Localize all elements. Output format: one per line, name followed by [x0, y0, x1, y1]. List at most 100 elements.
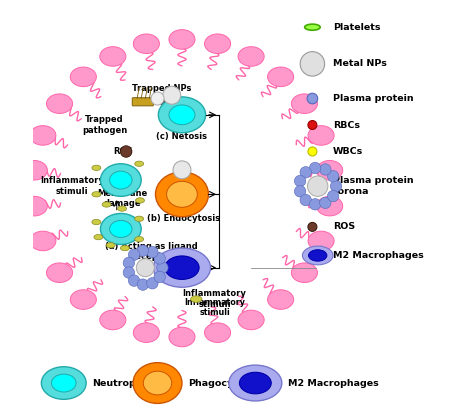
Ellipse shape — [165, 256, 199, 279]
Text: (a) Acting as ligand
receptor: (a) Acting as ligand receptor — [105, 242, 198, 261]
Ellipse shape — [109, 220, 132, 238]
Text: Membrane
damage: Membrane damage — [97, 189, 147, 208]
Ellipse shape — [292, 263, 318, 283]
Text: Plasma protein: Plasma protein — [333, 94, 413, 103]
Ellipse shape — [94, 234, 103, 240]
Circle shape — [137, 279, 148, 290]
Text: Phagocyte: Phagocyte — [188, 379, 244, 388]
Text: Plasma protein
corona: Plasma protein corona — [333, 176, 413, 196]
Ellipse shape — [302, 246, 333, 265]
Ellipse shape — [46, 263, 73, 283]
Ellipse shape — [191, 296, 202, 302]
Ellipse shape — [309, 250, 327, 261]
Circle shape — [128, 249, 140, 261]
Circle shape — [319, 197, 331, 209]
Circle shape — [308, 147, 317, 156]
Text: M2 Macrophages: M2 Macrophages — [288, 379, 378, 388]
Ellipse shape — [268, 290, 294, 309]
Circle shape — [308, 222, 317, 231]
Ellipse shape — [92, 165, 101, 171]
Text: Platelets: Platelets — [333, 22, 380, 31]
Ellipse shape — [21, 196, 47, 216]
Circle shape — [137, 245, 148, 256]
Circle shape — [120, 146, 132, 157]
Ellipse shape — [30, 231, 56, 251]
Circle shape — [310, 162, 321, 174]
Ellipse shape — [52, 374, 76, 392]
Ellipse shape — [308, 231, 334, 251]
Ellipse shape — [100, 310, 126, 330]
Circle shape — [123, 267, 135, 278]
Ellipse shape — [30, 126, 56, 145]
Circle shape — [163, 86, 181, 104]
Ellipse shape — [100, 213, 141, 245]
Circle shape — [310, 199, 321, 210]
Ellipse shape — [135, 216, 144, 221]
Circle shape — [308, 176, 328, 196]
Text: WBCs: WBCs — [333, 147, 363, 156]
Ellipse shape — [133, 363, 182, 403]
Ellipse shape — [154, 248, 210, 287]
Circle shape — [137, 259, 154, 276]
Circle shape — [294, 175, 306, 187]
Ellipse shape — [70, 290, 96, 309]
Circle shape — [300, 52, 325, 76]
Ellipse shape — [133, 323, 159, 342]
Circle shape — [294, 186, 306, 197]
Text: ROS: ROS — [333, 222, 355, 231]
Text: (c) Netosis: (c) Netosis — [156, 132, 208, 141]
Ellipse shape — [305, 24, 320, 30]
Text: (b) Endocytosis: (b) Endocytosis — [147, 214, 220, 223]
Ellipse shape — [21, 160, 47, 180]
Circle shape — [173, 161, 191, 179]
Ellipse shape — [158, 97, 206, 133]
Ellipse shape — [92, 219, 101, 225]
Ellipse shape — [238, 47, 264, 66]
Ellipse shape — [133, 34, 159, 54]
Circle shape — [308, 121, 317, 130]
Text: RBCs: RBCs — [333, 121, 360, 130]
Text: Inflammatory
stimuli: Inflammatory stimuli — [40, 176, 104, 196]
Ellipse shape — [169, 29, 195, 49]
Ellipse shape — [70, 67, 96, 87]
Ellipse shape — [239, 372, 271, 394]
Ellipse shape — [238, 310, 264, 330]
Circle shape — [154, 253, 165, 264]
Text: Trapped NPs: Trapped NPs — [132, 84, 191, 93]
Ellipse shape — [100, 47, 126, 66]
Circle shape — [146, 246, 158, 258]
Ellipse shape — [46, 94, 73, 113]
Ellipse shape — [92, 192, 101, 197]
Ellipse shape — [308, 126, 334, 145]
Text: ROS: ROS — [113, 147, 133, 156]
Ellipse shape — [143, 371, 172, 395]
Ellipse shape — [106, 243, 115, 248]
Circle shape — [307, 93, 318, 104]
Ellipse shape — [155, 172, 209, 217]
Circle shape — [300, 166, 311, 178]
Text: Neutrophils: Neutrophils — [92, 379, 155, 388]
Circle shape — [328, 171, 339, 182]
Circle shape — [300, 194, 311, 206]
Text: Metal NPs: Metal NPs — [333, 59, 387, 68]
Ellipse shape — [317, 160, 343, 180]
Circle shape — [146, 278, 158, 289]
Ellipse shape — [102, 202, 111, 207]
Text: Inflammatory
stimuli: Inflammatory stimuli — [184, 297, 245, 317]
Ellipse shape — [317, 196, 343, 216]
Ellipse shape — [118, 206, 127, 211]
Circle shape — [157, 262, 168, 273]
Ellipse shape — [136, 198, 145, 203]
Circle shape — [328, 190, 339, 202]
Text: Trapped
pathogen: Trapped pathogen — [82, 115, 127, 135]
Ellipse shape — [100, 164, 141, 196]
Circle shape — [330, 180, 342, 192]
Circle shape — [123, 257, 135, 269]
Circle shape — [151, 92, 164, 105]
Ellipse shape — [169, 327, 195, 347]
Ellipse shape — [292, 94, 318, 113]
Text: Inflammatory
stimuli: Inflammatory stimuli — [182, 289, 246, 309]
Ellipse shape — [205, 34, 231, 54]
Circle shape — [128, 275, 140, 286]
Ellipse shape — [120, 245, 129, 251]
